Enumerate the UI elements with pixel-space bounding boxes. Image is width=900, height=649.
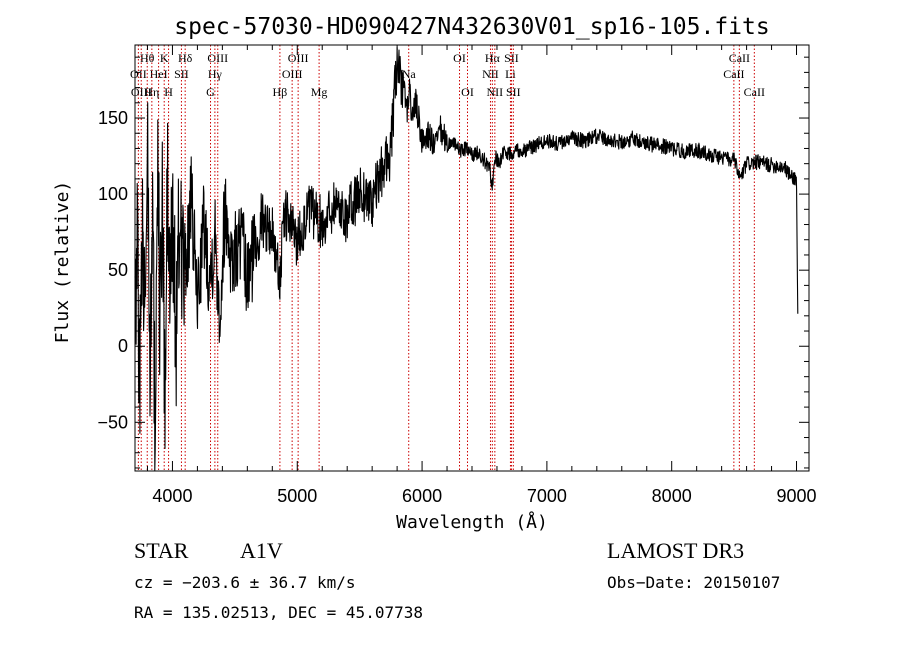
- object-class: STAR: [134, 538, 189, 563]
- spectral-line-label: CaII: [723, 67, 744, 81]
- spectral-line-markers: Hθ OII OIII K HeI Hη H Hδ SII OIII Hγ G Hβ OIII OIII Mg…: [130, 45, 765, 471]
- spectral-line-label: SII: [174, 67, 189, 81]
- spectral-line-label: NII: [482, 67, 499, 81]
- spectral-line-label: H: [164, 85, 173, 99]
- spectral-line-label: NII: [487, 85, 504, 99]
- spectral-line-label: G: [206, 85, 215, 99]
- spectral-line-label: OIII: [288, 51, 309, 65]
- spectral-line-label: SII: [506, 85, 521, 99]
- y-tick-label: 50: [108, 260, 128, 280]
- spectral-line-label: Hη: [144, 85, 159, 99]
- spectral-line-label: Hα: [485, 51, 501, 65]
- series-layer: [134, 46, 799, 471]
- spectral-line-label: CaII: [744, 85, 765, 99]
- chart-title: spec-57030-HD090427N432630V01_sp16-105.f…: [174, 14, 769, 40]
- spectral-line-label: OI: [453, 51, 466, 65]
- y-axis-label: Flux (relative): [52, 181, 73, 344]
- survey-name: LAMOST DR3: [607, 538, 745, 563]
- object-subclass: A1V: [240, 538, 283, 563]
- spectrum-line: [134, 46, 799, 471]
- spectral-line-label: Hθ: [140, 51, 155, 65]
- spectral-line-label: HeI: [150, 67, 168, 81]
- spectral-line-label: Hγ: [208, 67, 223, 81]
- spectral-line-label: Li: [505, 67, 516, 81]
- x-tick-label: 9000: [776, 486, 816, 506]
- x-axis-label: Wavelength (Å): [396, 511, 548, 533]
- spectral-line-label: Mg: [311, 85, 328, 99]
- x-tick-label: 5000: [277, 486, 317, 506]
- redshift-readout: cz = −203.6 ± 36.7 km/s: [134, 573, 356, 592]
- spectral-line-label: Hβ: [273, 85, 288, 99]
- y-tick-label: 0: [118, 336, 128, 356]
- y-tick-label: 150: [98, 108, 128, 128]
- spectral-line-label: OIII: [207, 51, 228, 65]
- obs-date: Obs−Date: 20150107: [607, 573, 781, 592]
- spectral-line-label: OIII: [131, 85, 152, 99]
- spectral-line-label: Hδ: [178, 51, 193, 65]
- spectral-line-label: OII: [130, 67, 147, 81]
- x-tick-label: 4000: [152, 486, 192, 506]
- spectral-line-label: OI: [461, 85, 474, 99]
- x-tick-label: 6000: [402, 486, 442, 506]
- coordinates: RA = 135.02513, DEC = 45.07738: [134, 603, 423, 622]
- y-tick-label: 100: [98, 184, 128, 204]
- spectral-line-label: K: [160, 51, 169, 65]
- spectral-line-label: SII: [504, 51, 519, 65]
- x-tick-label: 8000: [652, 486, 692, 506]
- spectral-line-label: CaII: [729, 51, 750, 65]
- axes: 4000 5000 6000 7000 8000 9000 −50 0 50 100 150: [97, 45, 817, 506]
- spectral-line-label: OIII: [282, 67, 303, 81]
- y-tick-label: −50: [97, 412, 128, 432]
- spectral-line-label: Na: [402, 67, 417, 81]
- x-tick-label: 7000: [527, 486, 567, 506]
